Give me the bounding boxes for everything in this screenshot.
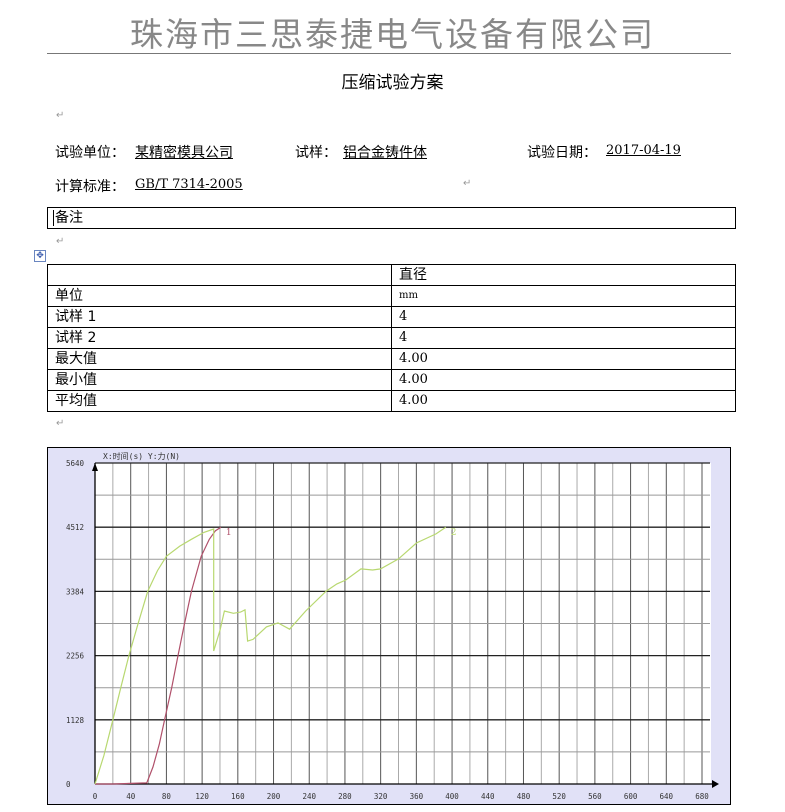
sample-value[interactable]: 铝合金铸件体 (343, 145, 427, 161)
x-tick-label: 400 (445, 792, 459, 801)
header-divider (47, 53, 731, 54)
remark-box[interactable]: 备注 (47, 207, 736, 229)
y-tick-label: 2256 (66, 652, 85, 661)
table-row: 最小值 4.00 (47, 369, 736, 391)
force-time-chart[interactable]: 0 40 80 120 160 200 240 280 320 360 400 440 480 520 56… (47, 447, 731, 805)
series-label: 1 (226, 528, 232, 538)
table-header-cell[interactable] (47, 264, 392, 286)
row-label[interactable]: 最小值 (47, 369, 392, 391)
test-unit-value[interactable]: 某精密模具公司 (135, 145, 233, 161)
paragraph-mark: ↵ (56, 418, 65, 429)
chart-svg: 0 40 80 120 160 200 240 280 320 360 400 440 480 520 56… (66, 451, 719, 801)
table-move-handle-icon[interactable]: ✥ (34, 250, 46, 262)
y-tick-label: 3384 (66, 587, 85, 596)
y-axis-arrow-icon (92, 463, 98, 471)
row-value[interactable]: 4 (391, 327, 736, 349)
table-row: 最大值 4.00 (47, 348, 736, 370)
x-tick-label: 640 (660, 792, 674, 801)
row-label[interactable]: 最大值 (47, 348, 392, 370)
x-tick-label: 120 (195, 792, 209, 801)
standard-label: 计算标准： (55, 179, 125, 195)
row-label[interactable]: 单位 (47, 285, 392, 307)
series-line-1 (95, 526, 222, 785)
x-tick-label: 80 (162, 792, 172, 801)
table-header-cell[interactable]: 直径 (391, 264, 736, 286)
x-tick-label: 320 (374, 792, 388, 801)
x-tick-label: 520 (552, 792, 566, 801)
paragraph-mark: ↵ (463, 178, 472, 189)
document-title: 压缩试验方案 (341, 73, 444, 93)
x-tick-label: 240 (302, 792, 316, 801)
axis-caption: X:时间(s) Y:力(N) (103, 451, 180, 461)
table-header-row: 直径 (47, 264, 736, 286)
x-tick-label: 440 (481, 792, 495, 801)
x-tick-label: 280 (338, 792, 352, 801)
x-axis-arrow-icon (712, 780, 719, 788)
row-label[interactable]: 平均值 (47, 390, 392, 412)
table-row: 平均值 4.00 (47, 390, 736, 412)
x-tick-label: 680 (695, 792, 709, 801)
test-date-value[interactable]: 2017-04-19 (606, 143, 681, 158)
x-tick-label: 360 (410, 792, 424, 801)
paragraph-mark: ↵ (56, 110, 65, 121)
row-label[interactable]: 试样 1 (47, 306, 392, 328)
x-tick-label: 560 (588, 792, 602, 801)
row-value[interactable]: 4.00 (391, 348, 736, 370)
row-value[interactable]: 4.00 (391, 369, 736, 391)
row-value[interactable]: 4 (391, 306, 736, 328)
company-header: 珠海市三思泰捷电气设备有限公司 (130, 15, 655, 54)
test-unit-label: 试验单位： (55, 145, 125, 161)
row-value[interactable]: mm (391, 285, 736, 307)
series-line-2 (94, 526, 447, 785)
y-tick-label: 4512 (66, 523, 84, 532)
x-tick-label: 200 (267, 792, 281, 801)
paragraph-mark: ↵ (56, 236, 65, 247)
x-tick-label: 160 (231, 792, 245, 801)
y-tick-label: 1128 (66, 716, 85, 725)
text-cursor (53, 210, 54, 226)
table-row: 单位 mm (47, 285, 736, 307)
x-tick-label: 40 (126, 792, 136, 801)
row-value[interactable]: 4.00 (391, 390, 736, 412)
y-tick-label: 5640 (66, 459, 85, 468)
y-tick-label: 0 (66, 780, 71, 789)
remark-label: 备注 (55, 210, 83, 226)
series-label: 2 (451, 528, 457, 538)
sample-label: 试样： (295, 145, 337, 161)
x-tick-label: 600 (624, 792, 638, 801)
test-date-label: 试验日期： (527, 145, 597, 161)
standard-value[interactable]: GB/T 7314-2005 (135, 177, 243, 192)
row-label[interactable]: 试样 2 (47, 327, 392, 349)
x-tick-label: 0 (93, 792, 98, 801)
x-tick-label: 480 (517, 792, 531, 801)
